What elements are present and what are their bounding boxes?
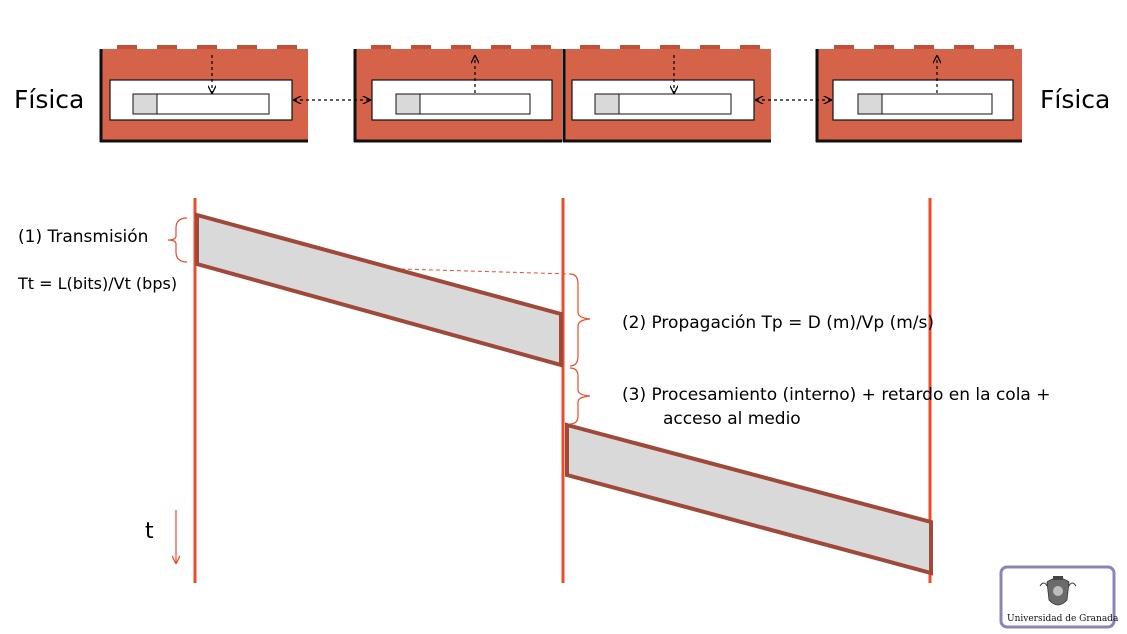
university-logo: Universidad de Granada: [999, 565, 1119, 629]
node-box-1: [99, 45, 308, 143]
formula-transmission: Tt = L(bits)/Vt (bps): [17, 274, 177, 293]
box-teeth: [834, 45, 1014, 50]
propagation-reference-line: [197, 262, 571, 275]
box-teeth: [580, 45, 760, 50]
node-box-4: [815, 45, 1022, 143]
packet-hop-2: [565, 422, 933, 576]
box-teeth: [371, 45, 551, 50]
brace-propagation: [569, 273, 591, 367]
layer-label-right: Física: [1040, 85, 1110, 114]
annotation-transmission: (1) Transmisión: [18, 227, 148, 247]
brace-transmission: [167, 217, 188, 263]
node-box-3: [562, 45, 771, 143]
logo-caption: Universidad de Granada: [1007, 614, 1119, 624]
coat-of-arms-icon: [1039, 576, 1077, 606]
annotation-processing-line1: (3) Procesamiento (interno) + retardo en…: [622, 385, 1051, 405]
node-box-2: [353, 45, 562, 143]
time-axis-label: t: [145, 519, 154, 544]
brace-processing: [569, 367, 591, 425]
layer-label-left: Física: [14, 85, 84, 114]
annotation-propagation: (2) Propagación Tp = D (m)/Vp (m/s): [622, 313, 934, 333]
box-teeth: [117, 45, 297, 50]
annotation-processing-line2: acceso al medio: [663, 409, 801, 429]
packet-hop-1: [195, 212, 563, 368]
